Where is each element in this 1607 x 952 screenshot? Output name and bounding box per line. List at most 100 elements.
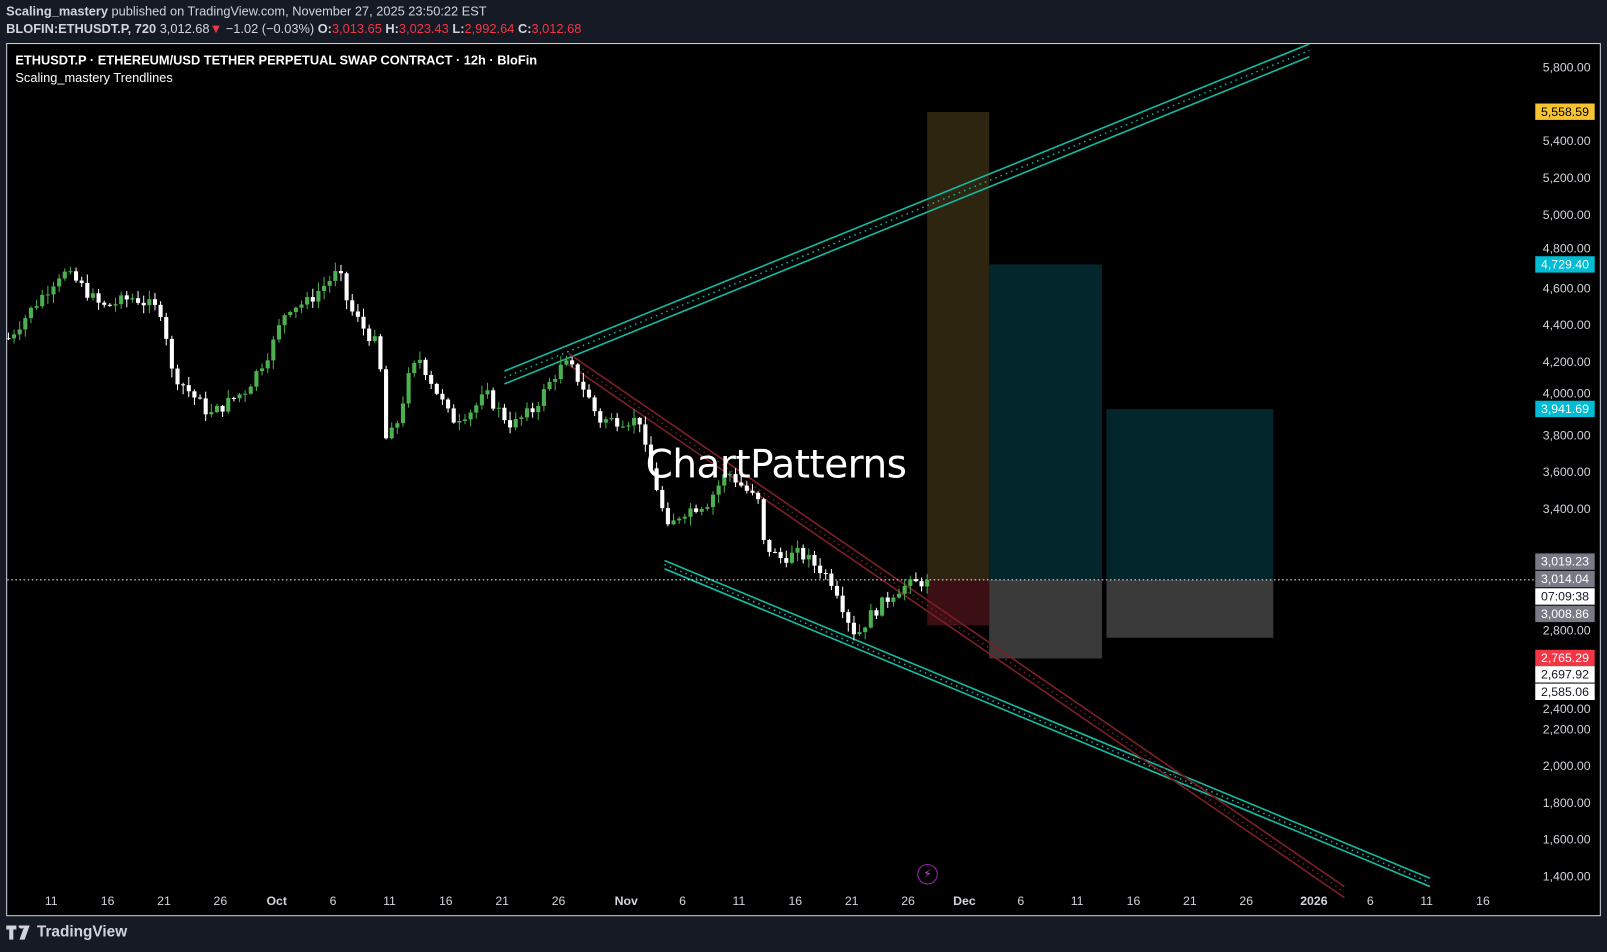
candle-down: [344, 273, 349, 301]
candle-up: [327, 280, 332, 286]
candle-down: [7, 338, 11, 340]
candle-down: [818, 565, 823, 574]
candle-down: [361, 316, 366, 329]
candle-down: [598, 411, 603, 423]
candle-up: [541, 389, 546, 406]
lightning-icon[interactable]: ⚡: [917, 863, 938, 885]
price-badge: 07:09:38: [1535, 588, 1595, 605]
candle-up: [412, 362, 417, 374]
y-axis-label: 5,200.00: [1543, 171, 1591, 185]
x-axis-label: 2026: [1300, 894, 1327, 908]
candle-up: [400, 403, 406, 424]
x-axis-label: 11: [383, 894, 396, 908]
target-box-2-profit-zone: [989, 264, 1102, 581]
candle-down: [152, 299, 158, 305]
price-badge: 3,008.86: [1535, 605, 1595, 623]
price-chart[interactable]: 5,800.00 5,400.00 5,200.00 5,000.00 4,800.00…: [7, 44, 1600, 915]
candle-down: [761, 499, 766, 540]
candle-down: [570, 360, 575, 365]
candle-down: [744, 485, 749, 491]
candle-down: [198, 397, 203, 399]
price-badge: 2,585.06: [1535, 683, 1595, 700]
candle-down: [772, 551, 778, 553]
symbol-legend[interactable]: ETHUSDT.P · ETHEREUM/USD TETHER PERPETUA…: [15, 53, 538, 68]
candle-up: [536, 405, 541, 413]
candle-up: [896, 593, 902, 598]
candle-down: [643, 424, 648, 445]
x-axis-label: 6: [1017, 894, 1024, 908]
candle-down: [338, 271, 344, 274]
y-axis-label: 5,800.00: [1543, 61, 1591, 75]
y-axis-label: 5,000.00: [1543, 208, 1591, 222]
candle-down: [203, 398, 208, 415]
candle-down: [310, 297, 315, 302]
candle-up: [519, 417, 524, 420]
candle-up: [51, 286, 56, 295]
high-label: H:: [385, 21, 399, 36]
x-axis-label: 11: [733, 894, 746, 908]
x-axis-label: 21: [1183, 894, 1197, 908]
candle-up: [40, 294, 45, 307]
candle-up: [558, 364, 563, 379]
x-axis-label: 6: [330, 894, 337, 908]
candle-up: [62, 271, 67, 279]
candle-down: [834, 585, 840, 596]
ascending-channel-upper-midline: [504, 49, 1310, 379]
down-arrow-icon: ▼: [209, 21, 223, 36]
candle-down: [220, 405, 225, 412]
candle-up: [68, 271, 73, 273]
candle-down: [136, 298, 141, 303]
candle-down: [102, 302, 107, 305]
candle-up: [474, 405, 479, 413]
candle-up: [305, 297, 310, 305]
ascending-channel-upper-line: [504, 44, 1310, 372]
indicator-legend[interactable]: Scaling_mastery Trendlines: [15, 70, 173, 86]
candle-down: [637, 417, 642, 425]
y-axis-label: 4,000.00: [1543, 386, 1591, 400]
target-box-3-loss-zone: [1106, 580, 1274, 638]
price-badge: 2,765.29: [1535, 649, 1595, 666]
candle-up: [479, 394, 484, 406]
candle-up: [609, 418, 614, 420]
candle-down: [665, 508, 670, 525]
chart-pane[interactable]: 5,800.00 5,400.00 5,200.00 5,000.00 4,800.00…: [6, 43, 1601, 917]
brand-name: TradingView: [36, 923, 128, 941]
author[interactable]: Scaling_mastery: [6, 4, 108, 19]
candle-up: [254, 371, 259, 387]
y-axis-label: 4,600.00: [1543, 281, 1591, 295]
candle-up: [45, 294, 50, 296]
x-axis-label: 6: [1367, 894, 1374, 908]
candle-down: [350, 300, 355, 312]
price-badge: 2,697.92: [1535, 666, 1595, 683]
low-value: 2,992.64: [464, 21, 515, 36]
y-axis-label: 4,800.00: [1543, 241, 1591, 255]
close-label: C:: [517, 21, 532, 36]
y-axis-label: 2,000.00: [1543, 759, 1591, 773]
candle-up: [513, 419, 518, 428]
candle-up: [620, 426, 625, 428]
tradingview-logo[interactable]: TradingView: [6, 923, 128, 941]
x-axis-label: 11: [1420, 894, 1433, 908]
candle-down: [885, 597, 890, 602]
x-axis-label: 6: [679, 894, 686, 908]
candle-down: [79, 280, 84, 284]
candle-down: [124, 295, 129, 300]
y-axis-label: 3,600.00: [1543, 465, 1591, 479]
descending-resistance-midline: [568, 358, 1345, 893]
candle-down: [846, 612, 851, 623]
candle-down: [169, 338, 174, 369]
candle-up: [34, 306, 39, 308]
candle-up: [806, 555, 811, 560]
y-axis-label: 2,200.00: [1543, 722, 1591, 736]
candle-down: [801, 547, 806, 560]
ohlc-bar: BLOFIN:ETHUSDT.P, 720 3,012.68▼ −1.02 (−…: [6, 22, 581, 36]
candle-up: [603, 419, 608, 423]
candle-up: [243, 393, 248, 395]
candle-up: [214, 405, 220, 413]
candle-down: [739, 482, 744, 486]
candle-down: [231, 397, 236, 399]
candle-up: [299, 304, 304, 308]
candle-down: [192, 391, 197, 398]
y-axis-label: 2,400.00: [1543, 702, 1591, 716]
target-box-3-profit-zone: [1106, 409, 1274, 581]
